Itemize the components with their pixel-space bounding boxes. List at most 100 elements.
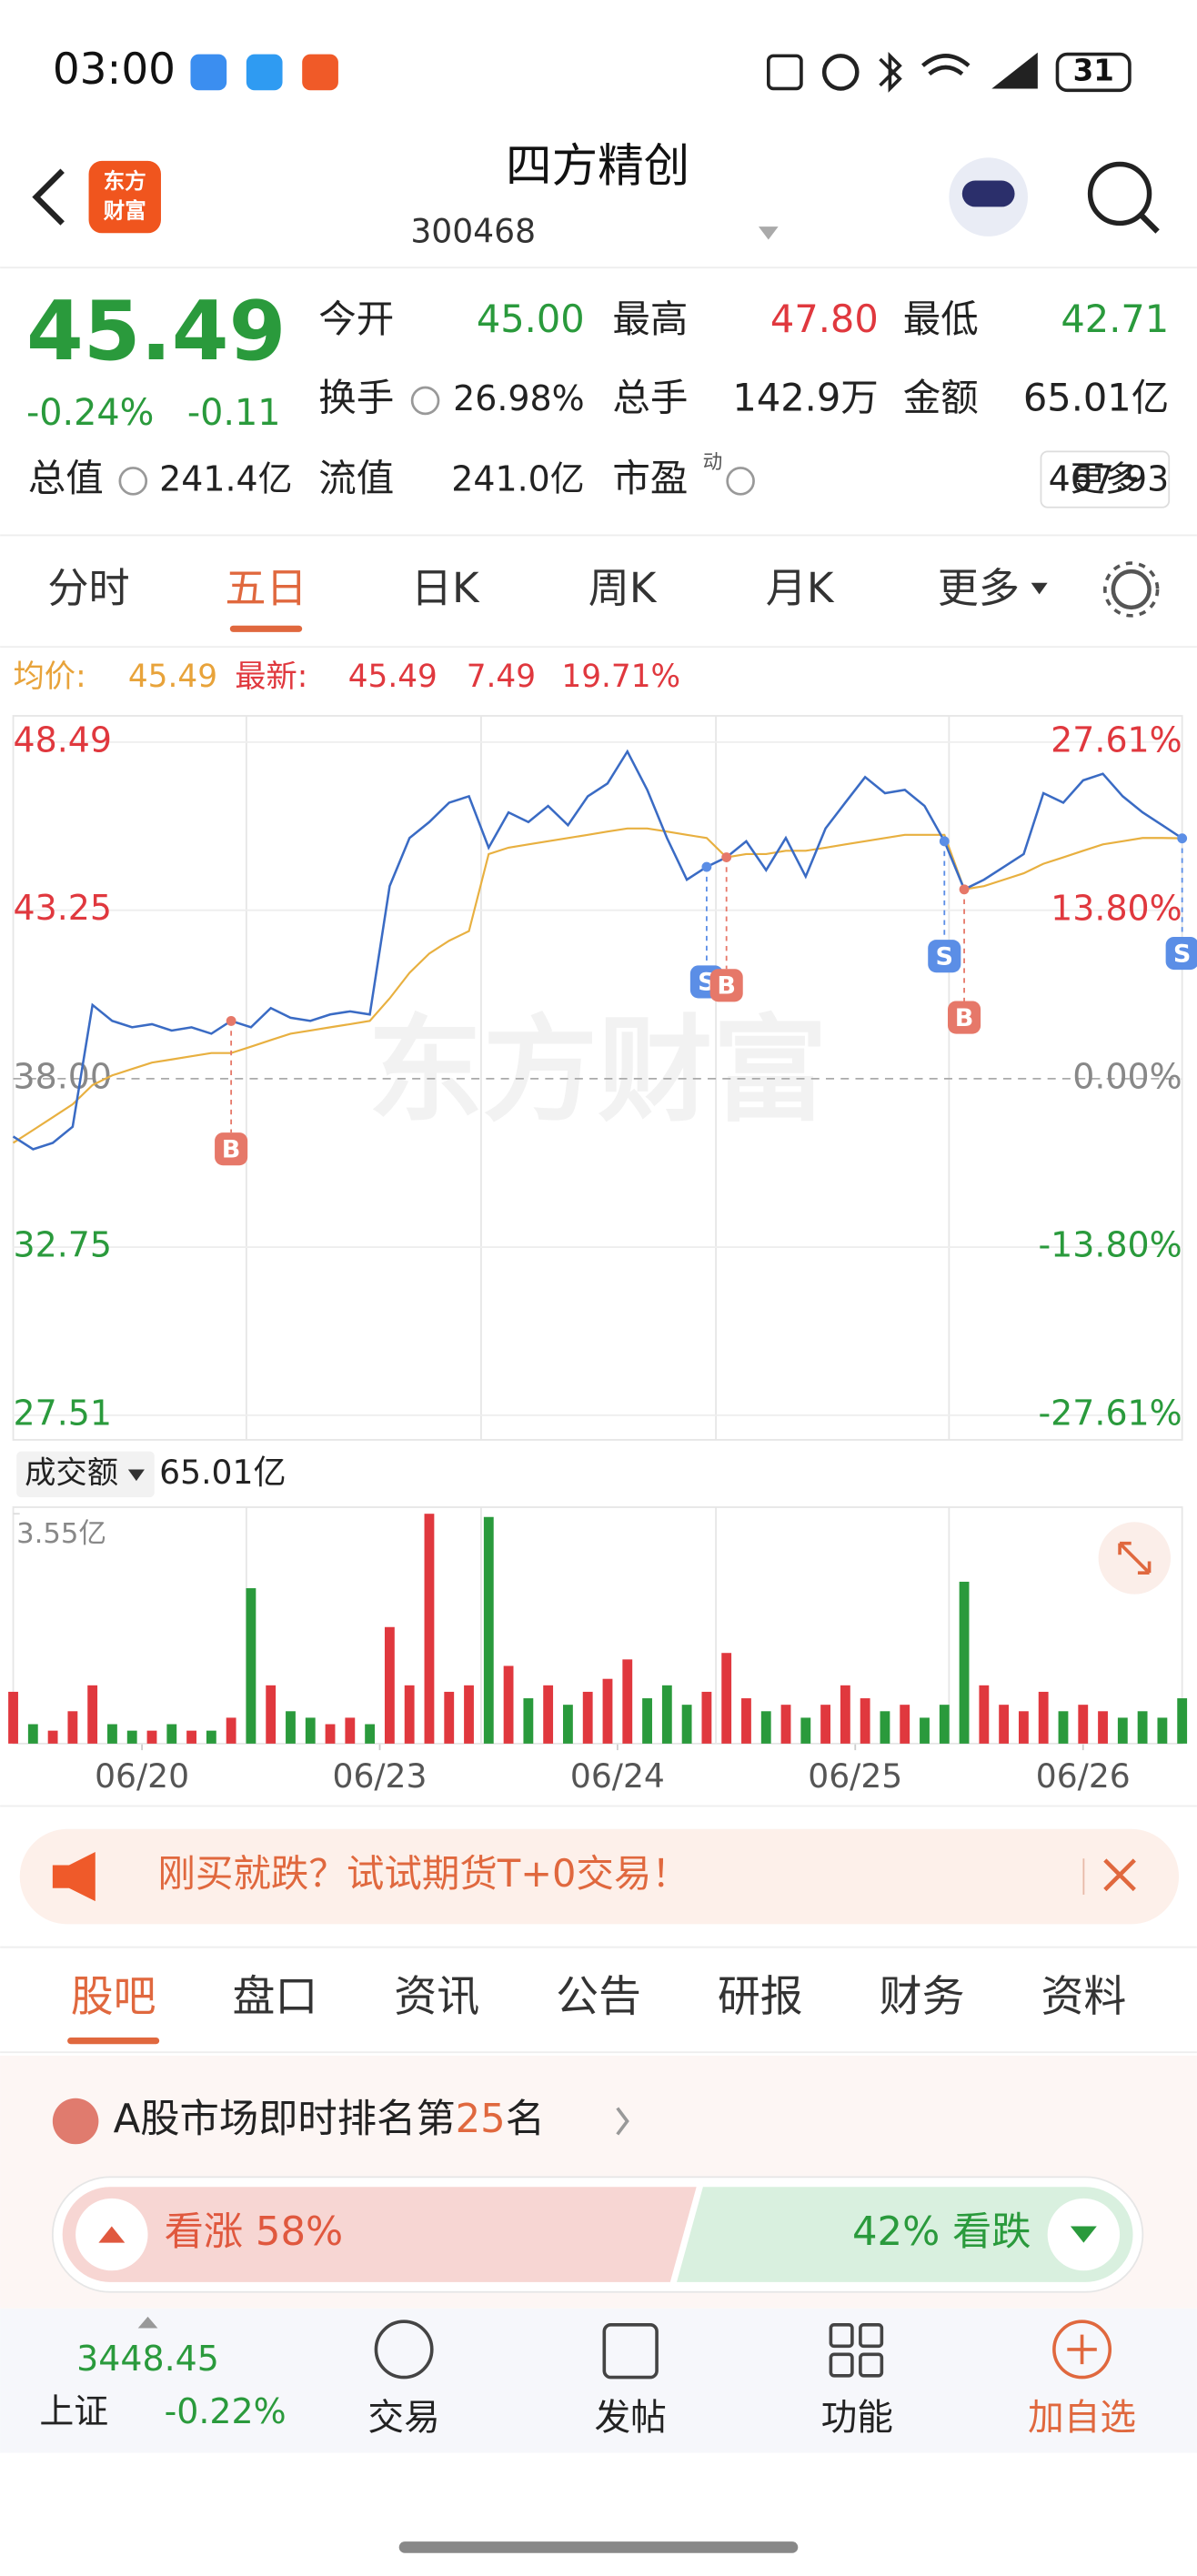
close-button[interactable] — [1103, 1858, 1136, 1892]
tab[interactable]: 更多 — [938, 564, 1020, 612]
stock-code: 300468 — [410, 212, 536, 250]
nav-item[interactable]: 交易 — [367, 2397, 439, 2439]
section-tab[interactable]: 资料 — [1041, 1972, 1126, 2022]
x-tick-label: 06/20 — [95, 1757, 189, 1796]
nav-item[interactable]: 加自选 — [1028, 2397, 1136, 2439]
section-tab[interactable]: 公告 — [556, 1972, 641, 2022]
field-value: 241.0亿 — [451, 458, 584, 498]
y2-tick-label: 27.61% — [1051, 719, 1182, 760]
battery-level: 31 — [1073, 53, 1114, 87]
trade-label: S — [1173, 940, 1191, 968]
field-value: 142.9万 — [732, 375, 878, 419]
expand-icon — [1118, 1541, 1152, 1575]
x-tick-label: 06/23 — [333, 1757, 428, 1796]
volume-bar — [622, 1659, 633, 1744]
dropdown-arrow[interactable] — [758, 226, 779, 240]
avg-value: 45.49 — [128, 659, 217, 695]
index-value[interactable]: 3448.45 — [76, 2339, 219, 2379]
field-label: 总值 — [28, 456, 104, 500]
nav-item[interactable]: 发帖 — [595, 2397, 667, 2439]
volume-bar — [1038, 1691, 1049, 1744]
settings-button[interactable] — [1111, 569, 1152, 610]
y-tick-label: 27.51 — [14, 1393, 112, 1433]
index-arrow — [137, 2316, 158, 2329]
field-label: 市盈 — [612, 456, 688, 500]
volume-bar — [820, 1705, 831, 1744]
volume-bar — [384, 1626, 395, 1744]
field-label: 今开 — [318, 297, 394, 341]
function-icon-cell — [859, 2352, 884, 2378]
trade-badge — [948, 1001, 981, 1034]
trade-label: B — [717, 972, 736, 1001]
tab-underline — [67, 2037, 160, 2045]
bear-bar — [677, 2187, 1133, 2282]
section-tab[interactable]: 盘口 — [233, 1972, 318, 2022]
trade-badge — [215, 1132, 248, 1166]
sentiment-bar: 看涨 58% 42% 看跌 — [62, 2187, 1133, 2282]
section-tab[interactable]: 研报 — [718, 1972, 803, 2022]
volume-bar — [661, 1685, 672, 1744]
banner-text[interactable]: 刚买就跌？试试期货T+0交易！ — [157, 1851, 689, 1896]
tab[interactable]: 分时 — [47, 564, 129, 612]
clock: 03:00 — [53, 45, 176, 95]
volume-bar — [920, 1717, 930, 1744]
more-label[interactable]: 更多 — [1071, 458, 1140, 498]
last-change: 7.49 — [467, 659, 536, 695]
volume-title[interactable]: 成交额 — [25, 1454, 118, 1491]
volume-bar — [1058, 1711, 1069, 1744]
nav-item[interactable]: 功能 — [821, 2397, 893, 2439]
tab[interactable]: 五日 — [225, 564, 307, 612]
tab-bar: 分时 五日 日K 周K 月K 更多 — [47, 564, 1048, 632]
app-icon — [302, 54, 338, 91]
search-button[interactable] — [1087, 161, 1152, 226]
y-tick-label: 38.00 — [14, 1056, 112, 1096]
trade-point — [939, 836, 950, 847]
section-tab[interactable]: 股吧 — [71, 1972, 156, 2022]
ranking-icon — [52, 2098, 99, 2145]
search-handle — [1139, 213, 1160, 234]
index-name[interactable]: 上证 — [39, 2391, 108, 2431]
volume-bar — [563, 1705, 573, 1744]
ranking-suffix: 名 — [506, 2097, 545, 2142]
series-line — [12, 827, 1182, 1144]
more-button[interactable] — [1040, 450, 1171, 508]
battery — [1055, 52, 1132, 93]
volume-bar — [424, 1514, 435, 1744]
alarm-icon — [821, 54, 860, 91]
index-change[interactable]: -0.22% — [165, 2391, 287, 2431]
trade-badge — [928, 940, 961, 973]
field-value: 467.93 — [1049, 458, 1170, 498]
volume-bar — [543, 1685, 554, 1744]
trade-label: B — [222, 1135, 241, 1163]
volume-bar — [800, 1717, 811, 1744]
up-arrow — [98, 2226, 126, 2243]
bull-bar — [62, 2187, 697, 2282]
field-value: 42.71 — [1061, 297, 1169, 341]
section-tab[interactable]: 财务 — [880, 1972, 965, 2022]
ad-banner[interactable] — [19, 1828, 1180, 1925]
volume-frame — [12, 1506, 1183, 1745]
tab[interactable]: 月K — [766, 564, 835, 612]
volume-bar — [642, 1698, 652, 1744]
field-label: 金额 — [903, 375, 979, 419]
volume-bar — [681, 1705, 692, 1744]
x-tick-label: 06/24 — [570, 1757, 665, 1796]
bottom-nav — [0, 2308, 1197, 2453]
volume-bar — [464, 1685, 474, 1744]
tab[interactable]: 日K — [411, 564, 480, 612]
function-icon-cell — [859, 2323, 884, 2349]
volume-bar — [27, 1724, 38, 1744]
volume-bar — [1157, 1717, 1168, 1744]
back-button[interactable] — [32, 168, 65, 226]
volume-selector[interactable] — [16, 1451, 155, 1498]
section-tab[interactable]: 资讯 — [394, 1972, 479, 2022]
tab[interactable]: 周K — [588, 564, 658, 612]
volume-bar — [1018, 1711, 1029, 1744]
ranking-text[interactable]: A股市场即时排名第25名 — [114, 2097, 545, 2142]
volume-bar — [1117, 1717, 1128, 1744]
volume-bar — [780, 1705, 791, 1744]
volume-bar — [1078, 1705, 1089, 1744]
trade-label: B — [955, 1004, 974, 1032]
y2-tick-label: 0.00% — [1072, 1056, 1182, 1096]
settings-gear — [1103, 561, 1160, 618]
